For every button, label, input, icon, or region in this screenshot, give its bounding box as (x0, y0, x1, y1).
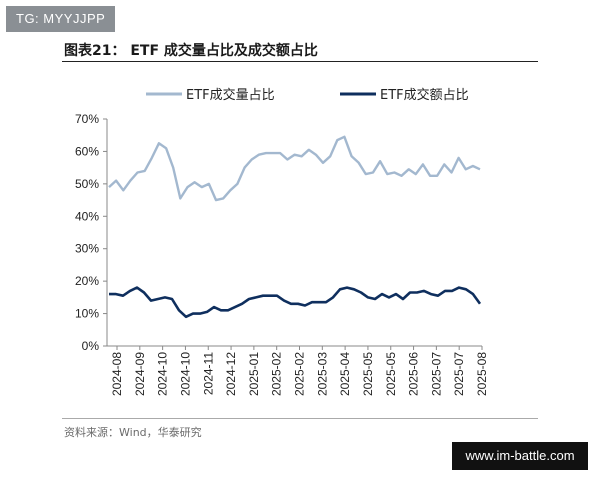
watermark-top-left: TG: MYYJJPP (6, 6, 116, 32)
footer-divider (62, 418, 538, 419)
legend-label: ETF成交量占比 (186, 87, 275, 103)
x-tick-label: 2025-07 (429, 352, 443, 396)
title-divider (62, 61, 538, 62)
x-tick-label: 2025-05 (384, 352, 398, 396)
y-axis: 0% 10% 20% 30% 40% 50% 60% 70% (75, 112, 108, 353)
x-tick-label: 2025-03 (315, 352, 329, 396)
x-tick-label: 2024-11 (201, 352, 215, 395)
x-tick-label: 2025-02 (293, 352, 307, 396)
y-tick-label: 20% (75, 274, 99, 288)
x-tick-label: 2025-05 (361, 352, 375, 396)
y-tick-label: 0% (82, 339, 100, 353)
x-tick-label: 2025-07 (452, 352, 466, 396)
y-tick-label: 50% (75, 177, 99, 191)
y-tick-label: 40% (75, 209, 99, 223)
series-line-amount-share (109, 286, 482, 319)
y-tick-label: 10% (75, 307, 99, 321)
watermark-bottom-right: www.im-battle.com (452, 442, 588, 470)
plot-lines (108, 135, 482, 319)
x-tick-label: 2025-02 (270, 352, 284, 396)
figure-title: 图表21： ETF 成交量占比及成交额占比 (64, 43, 318, 59)
x-tick-label: 2024-10 (178, 352, 192, 396)
y-tick-label: 30% (75, 242, 99, 256)
y-tick-label: 70% (75, 112, 99, 126)
x-tick-label: 2024-09 (133, 352, 147, 396)
x-tick-label: 2024-12 (224, 352, 238, 396)
source-note: 资料来源：Wind，华泰研究 (64, 426, 202, 439)
x-tick-label: 2025-01 (247, 352, 261, 396)
x-tick-label: 2025-06 (407, 352, 421, 396)
y-tick-label: 60% (75, 144, 99, 158)
legend-label: ETF成交额占比 (380, 87, 469, 103)
x-tick-label: 2025-08 (475, 352, 489, 396)
series-line-volume-share (108, 135, 481, 202)
x-tick-label: 2025-04 (338, 352, 352, 396)
x-tick-label: 2024-10 (156, 352, 170, 396)
x-tick-label: 2024-08 (110, 352, 124, 396)
x-axis: 2024-08 2024-09 2024-10 2024-10 2024-11 2024-… (107, 345, 489, 396)
chart-legend: ETF成交量占比 ETF成交额占比 (146, 87, 469, 103)
